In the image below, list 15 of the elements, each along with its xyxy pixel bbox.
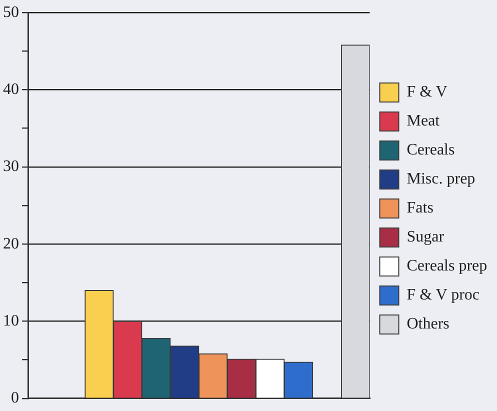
legend-label: Cereals prep [406, 258, 488, 275]
y-tick-label: 10 [3, 312, 19, 330]
y-tick-label: 40 [3, 80, 19, 98]
legend-label: Others [406, 316, 450, 333]
y-tick-label: 30 [3, 158, 19, 176]
legend-label: Misc. prep [406, 170, 476, 188]
y-tick-label: 50 [3, 4, 19, 21]
y-tick-label: 0 [11, 390, 19, 407]
legend-label: F & V [406, 84, 448, 101]
legend-label: F & V proc [406, 286, 480, 304]
legend-label: Meat [406, 112, 440, 130]
legend-label: Sugar [406, 228, 445, 246]
y-tick-label: 20 [3, 235, 19, 252]
legend-label: Cereals [406, 142, 455, 159]
legend-label: Fats [406, 200, 434, 217]
